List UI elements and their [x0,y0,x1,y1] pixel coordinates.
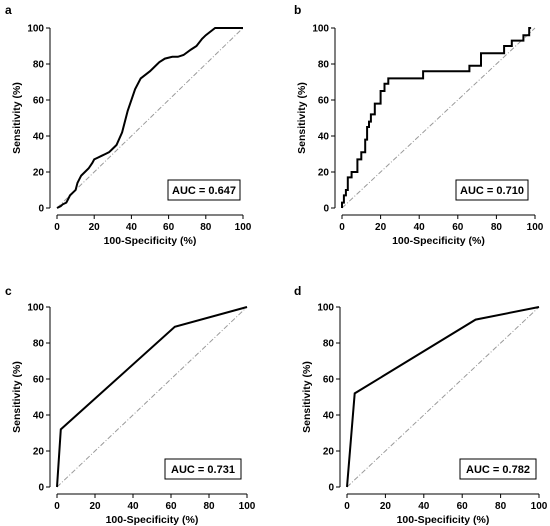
panel-b: b 0 20 40 60 80 100 0 20 40 60 80 100 100-Specificity… [294,3,544,247]
y-tick-label: 0 [328,483,334,494]
y-tick-label: 20 [33,168,45,179]
x-tick-label: 20 [89,222,101,233]
x-tick-label: 100 [531,501,548,512]
y-tick-label: 100 [312,24,329,35]
x-tick-label: 80 [491,222,503,233]
x-axis-label: 100-Specificity (%) [104,235,197,247]
panel-c: c 0 20 40 60 80 100 0 20 40 60 80 100 100-Specificity… [5,284,256,526]
panel-d: d 0 20 40 60 80 100 0 20 40 60 80 100 100-Specificity… [294,284,548,526]
y-tick-label: 60 [33,375,45,386]
x-axis-label: 100-Specificity (%) [397,514,490,526]
auc-label: AUC = 0.647 [172,185,236,197]
panel-a: a 0 20 40 60 80 100 0 20 40 60 80 100 100-Specificity… [5,3,252,247]
x-tick-label: 60 [457,501,469,512]
x-tick-label: 0 [54,501,60,512]
y-axis-label: Sensitivity (%) [296,82,308,154]
y-tick-label: 0 [38,483,44,494]
reference-diagonal-line [56,306,248,488]
x-axis-label: 100-Specificity (%) [392,235,485,247]
panel-letter: b [294,3,301,17]
panel-letter: d [294,284,301,298]
reference-diagonal-line [341,27,536,209]
x-tick-label: 40 [126,222,138,233]
y-tick-label: 40 [33,411,45,422]
x-tick-label: 60 [452,222,464,233]
roc-curve-line [346,306,540,488]
y-tick-label: 20 [323,447,335,458]
x-tick-label: 0 [339,222,345,233]
x-axis-label: 100-Specificity (%) [106,514,199,526]
y-tick-label: 20 [33,447,45,458]
x-tick-label: 20 [89,501,101,512]
x-tick-label: 20 [380,501,392,512]
y-tick-label: 80 [33,339,45,350]
x-tick-label: 0 [344,501,350,512]
auc-label: AUC = 0.731 [171,464,235,476]
y-tick-label: 20 [318,168,330,179]
roc-curve-line [341,27,532,208]
y-tick-label: 100 [317,303,334,314]
y-tick-label: 100 [27,24,44,35]
auc-label: AUC = 0.782 [466,464,530,476]
y-axis-label: Sensitivity (%) [11,82,23,154]
y-tick-label: 80 [33,60,45,71]
reference-diagonal-line [346,306,540,488]
panel-letter: a [5,3,12,17]
roc-curve-line [56,306,248,488]
x-tick-label: 0 [54,222,60,233]
x-tick-label: 100 [235,222,252,233]
x-tick-label: 80 [203,501,215,512]
y-tick-label: 40 [33,132,45,143]
auc-box [167,179,241,201]
y-tick-label: 0 [323,204,329,215]
y-tick-label: 60 [318,96,330,107]
x-tick-label: 100 [527,222,544,233]
panel-letter: c [5,284,12,298]
y-tick-label: 80 [323,339,335,350]
y-tick-label: 80 [318,60,330,71]
y-tick-label: 40 [323,411,335,422]
x-tick-label: 80 [200,222,212,233]
y-tick-label: 40 [318,132,330,143]
y-tick-label: 60 [33,96,45,107]
y-tick-label: 0 [38,204,44,215]
x-tick-label: 20 [375,222,387,233]
x-tick-label: 100 [239,501,256,512]
y-axis-label: Sensitivity (%) [11,361,23,433]
auc-label: AUC = 0.710 [460,185,524,197]
auc-box [459,458,537,480]
y-axis-label: Sensitivity (%) [301,361,313,433]
x-tick-label: 60 [165,501,177,512]
x-tick-label: 40 [127,501,139,512]
x-tick-label: 60 [163,222,175,233]
auc-box [164,458,242,480]
roc-curve-line [56,27,243,209]
auc-box [455,179,529,201]
x-tick-label: 80 [495,501,507,512]
y-tick-label: 60 [323,375,335,386]
x-tick-label: 40 [418,501,430,512]
reference-diagonal-line [56,27,244,209]
x-tick-label: 40 [414,222,426,233]
y-tick-label: 100 [27,303,44,314]
